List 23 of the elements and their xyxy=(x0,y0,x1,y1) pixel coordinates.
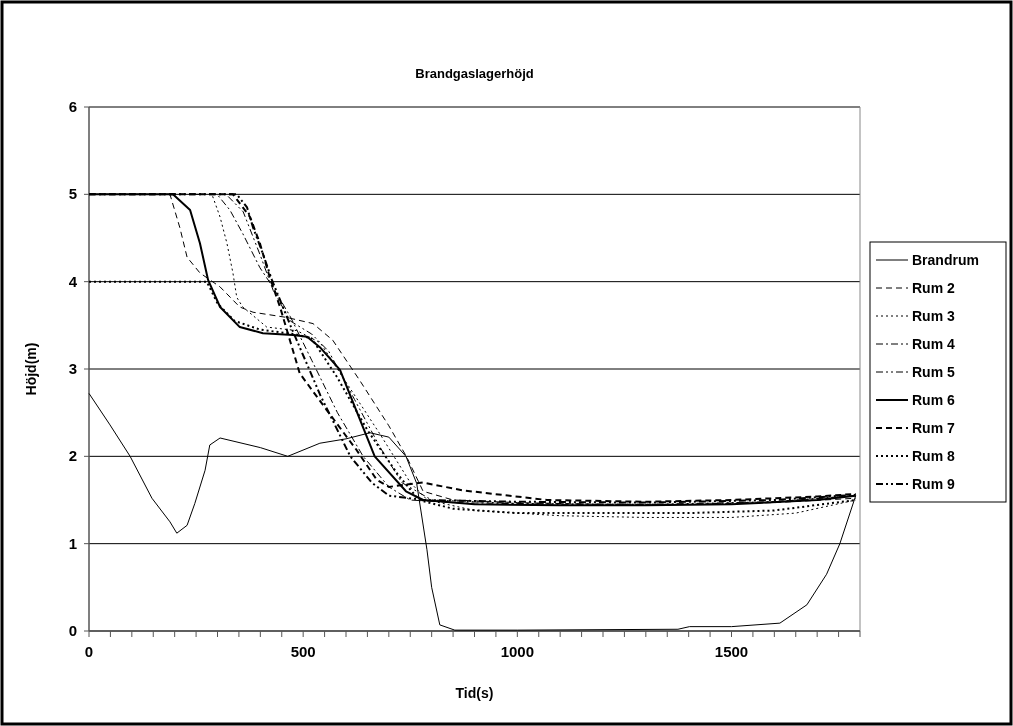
x-tick-label: 1000 xyxy=(500,643,535,660)
x-tick-label: 500 xyxy=(290,643,316,660)
y-tick-label: 3 xyxy=(68,360,77,377)
y-tick-label: 6 xyxy=(68,98,77,115)
y-tick-label: 5 xyxy=(68,185,77,203)
legend-label: Rum 6 xyxy=(912,392,955,408)
legend-label: Rum 8 xyxy=(912,448,955,464)
chart-title: Brandgaslagerhöjd xyxy=(415,66,534,81)
x-tick-label: 1500 xyxy=(714,643,749,660)
legend-label: Rum 4 xyxy=(912,336,955,352)
legend-label: Rum 7 xyxy=(912,420,955,436)
y-tick-label: 1 xyxy=(68,534,77,552)
y-tick-label: 2 xyxy=(68,447,77,465)
y-tick-label: 0 xyxy=(68,622,77,639)
x-tick-label: 0 xyxy=(84,643,94,660)
legend-label: Rum 5 xyxy=(912,364,955,380)
y-axis-title: Höjd(m) xyxy=(23,342,39,396)
y-tick-label: 4 xyxy=(68,272,78,290)
legend-label: Rum 2 xyxy=(912,280,955,296)
legend-label: Rum 3 xyxy=(912,308,955,324)
x-axis-title: Tid(s) xyxy=(455,685,494,701)
legend-label: Rum 9 xyxy=(912,476,955,492)
legend-label: Brandrum xyxy=(912,252,979,268)
